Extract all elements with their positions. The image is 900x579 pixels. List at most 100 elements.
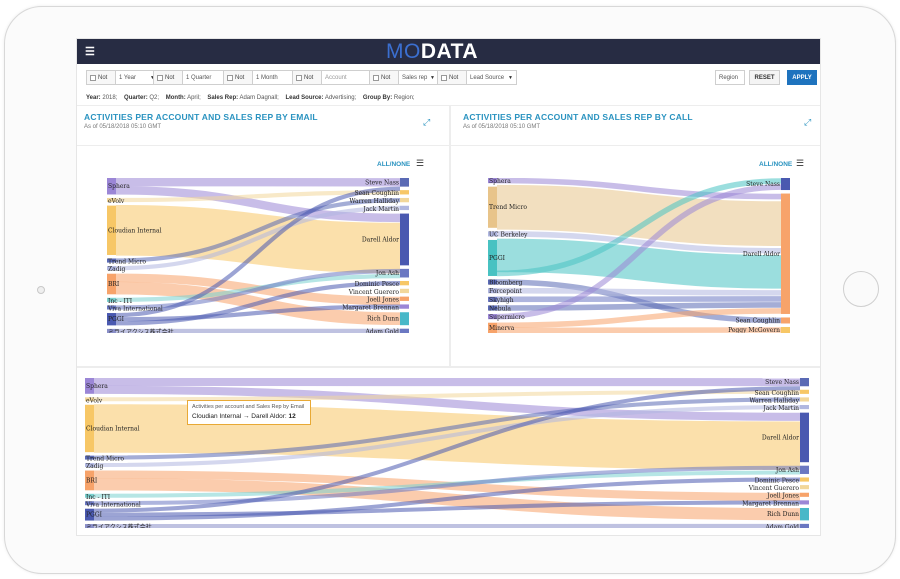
filter-select[interactable]: Account <box>322 70 376 85</box>
sankey-link[interactable] <box>496 231 782 254</box>
sankey-link[interactable] <box>93 477 801 521</box>
sankey-target-node[interactable] <box>400 213 409 266</box>
not-checkbox[interactable]: Not <box>223 70 253 85</box>
sankey-source-node[interactable] <box>488 314 497 320</box>
sankey-target-node[interactable] <box>781 326 790 333</box>
sankey-source-node[interactable] <box>488 279 497 285</box>
sankey-target-node[interactable] <box>400 280 409 286</box>
not-checkbox[interactable]: Not <box>86 70 116 85</box>
home-button[interactable] <box>843 271 879 307</box>
sankey-source-node[interactable] <box>488 239 497 276</box>
sankey-target-node[interactable] <box>781 193 790 314</box>
sankey-source-node[interactable] <box>85 463 94 468</box>
sankey-target-node[interactable] <box>400 304 409 309</box>
sankey-link[interactable] <box>93 465 801 506</box>
sankey-source-node[interactable] <box>488 305 497 311</box>
sankey-source-node[interactable] <box>107 258 116 263</box>
all-none-toggle[interactable]: ALL/NONE <box>377 161 411 168</box>
sankey-source-node[interactable] <box>488 186 497 228</box>
sankey-target-node[interactable] <box>781 317 790 324</box>
not-checkbox[interactable]: Not <box>292 70 322 85</box>
sankey-target-node[interactable] <box>800 500 809 505</box>
not-checkbox[interactable]: Not <box>437 70 467 85</box>
sankey-target-node[interactable] <box>400 197 409 203</box>
not-checkbox[interactable]: Not <box>153 70 183 85</box>
sankey-target-node[interactable] <box>800 412 809 463</box>
sankey-source-node[interactable] <box>488 322 497 333</box>
sankey-link[interactable] <box>496 184 782 246</box>
sankey-link[interactable] <box>115 186 401 318</box>
sankey-link[interactable] <box>496 302 782 311</box>
sankey-source-node[interactable] <box>107 266 116 271</box>
sankey-target-node[interactable] <box>400 205 409 211</box>
filter-select[interactable]: Lead Source ▼ <box>467 70 517 85</box>
sankey-source-node[interactable] <box>85 404 94 453</box>
sankey-link[interactable] <box>93 405 801 468</box>
sankey-link[interactable] <box>93 386 801 513</box>
sankey-target-node[interactable] <box>781 178 790 191</box>
sankey-target-node[interactable] <box>800 465 809 474</box>
sankey-target-node[interactable] <box>400 296 409 301</box>
sankey-source-node[interactable] <box>85 470 94 491</box>
sankey-source-node[interactable] <box>85 378 94 394</box>
sankey-target-node[interactable] <box>400 288 409 294</box>
sankey-target-node[interactable] <box>400 328 409 333</box>
sankey-source-node[interactable] <box>107 205 116 255</box>
sankey-target-node[interactable] <box>800 492 809 497</box>
sankey-link[interactable] <box>115 205 401 271</box>
sankey-link[interactable] <box>496 238 782 289</box>
sankey-link[interactable] <box>496 287 782 296</box>
sankey-target-node[interactable] <box>800 507 809 521</box>
sankey-link[interactable] <box>93 500 801 517</box>
sankey-source-node[interactable] <box>488 288 497 294</box>
expand-icon[interactable]: ⤢ <box>423 117 431 127</box>
apply-button[interactable]: APPLY <box>787 70 817 85</box>
sankey-source-node[interactable] <box>107 305 116 310</box>
sankey-target-node[interactable] <box>800 389 809 394</box>
sankey-source-node[interactable] <box>107 178 116 195</box>
sankey-source-node[interactable] <box>85 501 94 506</box>
sankey-target-node[interactable] <box>800 477 809 482</box>
region-select[interactable]: Region <box>715 70 745 85</box>
filter-select[interactable]: Sales rep ▼ <box>399 70 439 85</box>
sankey-source-node[interactable] <box>107 273 116 295</box>
sankey-source-node[interactable] <box>85 397 94 402</box>
sankey-target-node[interactable] <box>800 523 809 528</box>
sankey-source-node[interactable] <box>107 328 116 333</box>
reset-button[interactable]: RESET <box>749 70 780 85</box>
sankey-source-node[interactable] <box>107 297 116 302</box>
sankey-link[interactable] <box>115 304 401 322</box>
sankey-target-node[interactable] <box>800 397 809 402</box>
expand-icon[interactable]: ⤢ <box>804 117 812 127</box>
sankey-source-node[interactable] <box>85 508 94 521</box>
sankey-source-node[interactable] <box>107 197 116 203</box>
sankey-source-node[interactable] <box>488 231 497 237</box>
sankey-target-node[interactable] <box>400 312 409 326</box>
chart-menu-icon[interactable]: ☰ <box>416 158 425 168</box>
sankey-target-node[interactable] <box>400 268 409 278</box>
sankey-link[interactable] <box>115 268 401 310</box>
sankey-target-node[interactable] <box>800 378 809 387</box>
sankey-source-node[interactable] <box>85 493 94 498</box>
not-checkbox[interactable]: Not <box>369 70 399 85</box>
chart-menu-icon[interactable]: ☰ <box>796 158 805 168</box>
sankey-source-node[interactable] <box>107 313 116 326</box>
sankey-target-node[interactable] <box>400 178 409 187</box>
sankey-target-node[interactable] <box>800 405 809 410</box>
sankey-target-node[interactable] <box>400 190 409 195</box>
sankey-link[interactable] <box>496 184 782 320</box>
sankey-link[interactable] <box>115 281 401 326</box>
hamburger-icon[interactable]: ☰ <box>85 46 95 58</box>
sankey-source-node[interactable] <box>85 455 94 460</box>
sankey-target-node[interactable] <box>800 485 809 490</box>
all-none-toggle[interactable]: ALL/NONE <box>759 161 793 168</box>
sankey-link[interactable] <box>93 397 801 460</box>
sankey-link[interactable] <box>496 178 782 277</box>
sankey-source-node[interactable] <box>488 296 497 302</box>
sankey-link[interactable] <box>496 308 782 329</box>
sankey-link[interactable] <box>115 186 401 223</box>
sankey-link[interactable] <box>93 389 801 402</box>
sankey-source-node[interactable] <box>85 524 94 528</box>
sankey-source-node[interactable] <box>488 178 497 184</box>
sankey-link[interactable] <box>93 385 801 421</box>
